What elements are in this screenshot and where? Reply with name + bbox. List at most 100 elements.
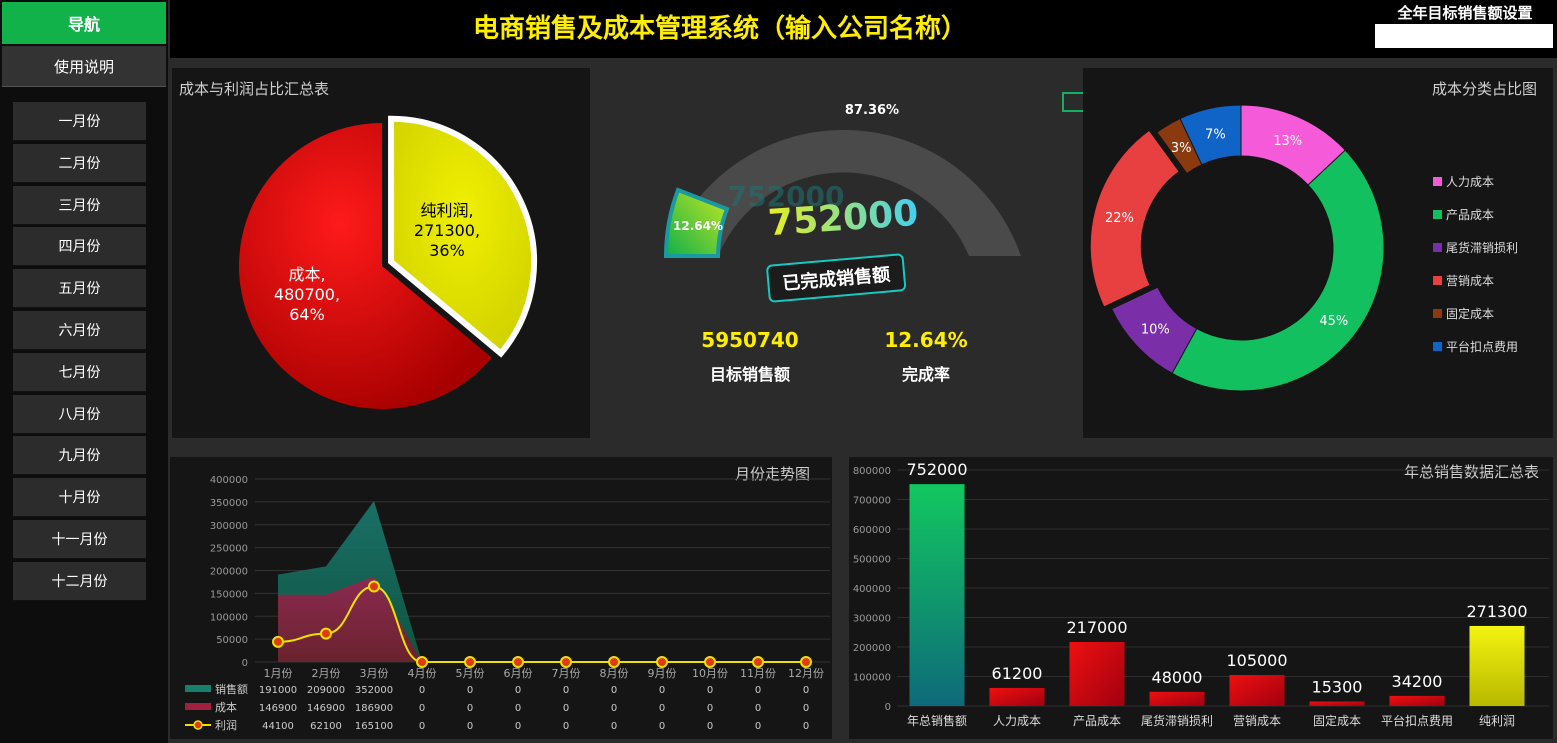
trend-xtick: 3月份 xyxy=(360,667,389,680)
donut-slice-3 xyxy=(1110,286,1198,374)
trend-table-cell: 0 xyxy=(515,721,521,732)
trend-table-cell: 186900 xyxy=(355,703,393,714)
sales-gauge: 87.36% 12.64% 752000 752000 已完成销售额 59507… xyxy=(663,103,1021,384)
month-button-9[interactable]: 九月份 xyxy=(13,436,146,476)
trend-table-cell: 0 xyxy=(467,703,473,714)
bar-category-label: 平台扣点费用 xyxy=(1381,713,1453,728)
annual-summary-chart: 0 100000 200000 300000 400000 500000 600000 700… xyxy=(853,460,1549,728)
trend-profit-point xyxy=(416,656,428,668)
month-button-3[interactable]: 三月份 xyxy=(13,185,146,225)
trend-table-cell: 146900 xyxy=(307,703,345,714)
trend-table-cell: 0 xyxy=(659,703,665,714)
month-button-4[interactable]: 四月份 xyxy=(13,227,146,267)
gauge-done-pct: 12.64% xyxy=(673,219,723,233)
trend-ytick: 250000 xyxy=(210,544,248,555)
profit-slice-pct: 36% xyxy=(429,241,465,260)
trend-ytick: 350000 xyxy=(210,498,248,509)
month-button-12[interactable]: 十二月份 xyxy=(13,561,146,601)
trend-table-cell: 191000 xyxy=(259,685,297,696)
trend-legend-label: 利润 xyxy=(215,718,237,732)
legend-label-6: 平台扣点费用 xyxy=(1446,339,1518,354)
trend-legend-sales-swatch xyxy=(185,685,211,692)
trend-table-cell: 352000 xyxy=(355,685,393,696)
cost-profit-pie: 成本, 480700, 64% 纯利润, 271300, 36% xyxy=(239,115,538,410)
month-button-2[interactable]: 二月份 xyxy=(13,143,146,183)
trend-table-cell: 0 xyxy=(419,703,425,714)
trend-xtick: 9月份 xyxy=(648,667,677,680)
trend-profit-point xyxy=(272,635,284,648)
month-button-8[interactable]: 八月份 xyxy=(13,394,146,434)
trend-table-cell: 0 xyxy=(515,703,521,714)
cost-category-title: 成本分类占比图 xyxy=(1431,80,1537,98)
month-button-6[interactable]: 六月份 xyxy=(13,311,146,350)
bar-category-label: 尾货滞销损利 xyxy=(1141,713,1213,728)
profit-slice-label: 纯利润, xyxy=(420,201,473,220)
legend-swatch-6 xyxy=(1433,342,1442,351)
trend-profit-point xyxy=(368,580,380,593)
bar-value-label: 48000 xyxy=(1152,668,1203,687)
target-sales-label: 全年目标销售额设置 xyxy=(1397,4,1533,22)
cost-slice-label: 成本, xyxy=(288,265,325,284)
donut-slice-4 xyxy=(1089,129,1180,308)
trend-table-cell: 0 xyxy=(707,721,713,732)
bar-营销成本 xyxy=(1229,675,1285,706)
month-button-11[interactable]: 十一月份 xyxy=(13,520,146,559)
cost-slice-value: 480700, xyxy=(274,285,340,304)
target-sales-input[interactable] xyxy=(1375,24,1553,48)
pie-slice-cost xyxy=(239,123,492,410)
sales-value-shadow: 752000 xyxy=(728,180,845,213)
trend-profit-point xyxy=(656,656,668,668)
trend-ytick: 50000 xyxy=(216,635,248,646)
trend-profit-point xyxy=(800,656,812,668)
trend-profit-point xyxy=(560,656,572,668)
trend-table-cell: 146900 xyxy=(259,703,297,714)
bar-value-label: 217000 xyxy=(1066,618,1127,637)
month-button-7[interactable]: 七月份 xyxy=(13,352,146,392)
trend-ytick: 150000 xyxy=(210,589,248,600)
rate-value: 12.64% xyxy=(884,328,967,352)
gauge-panel: 87.36% 12.64% 752000 752000 已完成销售额 59507… xyxy=(596,68,1092,438)
trend-table-cell: 0 xyxy=(611,685,617,696)
trend-table-cell: 0 xyxy=(563,721,569,732)
trend-table-cell: 0 xyxy=(563,703,569,714)
trend-table-cell: 0 xyxy=(467,721,473,732)
monthly-trend-panel: 月份走势图 0 50000 100000 150000 200000 250000 3000… xyxy=(170,457,832,739)
bar-ytick: 800000 xyxy=(853,466,891,477)
trend-table-cell: 0 xyxy=(659,721,665,732)
trend-xtick: 2月份 xyxy=(312,667,341,680)
trend-table-cell: 0 xyxy=(659,685,665,696)
trend-legend-profit-dot xyxy=(193,720,203,730)
rate-caption: 完成率 xyxy=(902,365,950,384)
trend-profit-point xyxy=(608,656,620,668)
trend-table-cell: 0 xyxy=(563,685,569,696)
pie-slice-profit xyxy=(388,115,538,358)
trend-xtick: 6月份 xyxy=(504,667,533,680)
cost-profit-title: 成本与利润占比汇总表 xyxy=(179,80,330,98)
trend-table-cell: 0 xyxy=(419,685,425,696)
bar-产品成本 xyxy=(1069,641,1125,706)
trend-profit-point xyxy=(752,656,764,668)
bar-value-label: 271300 xyxy=(1466,602,1527,621)
trend-xtick: 1月份 xyxy=(264,667,293,680)
trend-table-cell: 0 xyxy=(419,721,425,732)
trend-ytick: 300000 xyxy=(210,521,248,532)
month-button-1[interactable]: 一月份 xyxy=(13,102,146,141)
month-button-10[interactable]: 十月份 xyxy=(13,478,146,518)
legend-swatch-1 xyxy=(1433,177,1442,186)
bar-value-label: 61200 xyxy=(992,664,1043,683)
bar-category-label: 年总销售额 xyxy=(907,713,967,728)
month-button-5[interactable]: 五月份 xyxy=(13,269,146,309)
bar-ytick: 100000 xyxy=(853,673,891,684)
gauge-remaining-arc xyxy=(666,129,1021,256)
usage-button[interactable]: 使用说明 xyxy=(2,46,166,87)
trend-legend-cost-swatch xyxy=(185,703,211,710)
trend-ytick: 400000 xyxy=(210,475,248,486)
trend-xtick: 4月份 xyxy=(408,667,437,680)
trend-table-cell: 209000 xyxy=(307,685,345,696)
donut-label-4: 22% xyxy=(1105,211,1134,226)
page-title: 电商销售及成本管理系统（输入公司名称） xyxy=(472,13,967,44)
bar-category-label: 固定成本 xyxy=(1313,713,1361,728)
trend-area-成本 xyxy=(278,576,806,662)
target-value: 5950740 xyxy=(701,328,798,352)
bar-ytick: 0 xyxy=(885,702,891,713)
